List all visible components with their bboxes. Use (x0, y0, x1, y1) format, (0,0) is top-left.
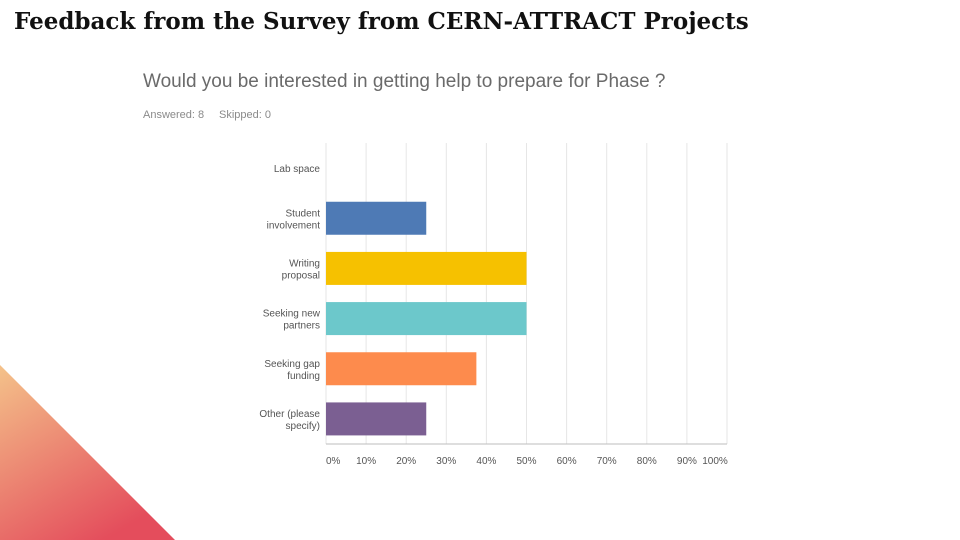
survey-question: Would you be interested in getting help … (143, 71, 666, 92)
category-label: involvement (267, 220, 321, 231)
slide-title: Feedback from the Survey from CERN-ATTRA… (14, 8, 749, 35)
skipped-count: Skipped: 0 (219, 109, 271, 121)
bar-3 (326, 302, 527, 336)
category-label: partners (283, 321, 320, 332)
category-label: funding (287, 371, 320, 382)
category-label: Student (286, 208, 321, 219)
x-tick-label: 80% (637, 456, 657, 467)
bar-4 (326, 352, 477, 386)
x-tick-label: 50% (516, 456, 536, 467)
category-label: Seeking gap (264, 359, 320, 370)
x-tick-label: 90% (677, 456, 697, 467)
x-tick-label: 70% (597, 456, 617, 467)
x-tick-label: 30% (436, 456, 456, 467)
answered-count: Answered: 8 (143, 109, 205, 121)
category-label: Seeking new (263, 309, 321, 320)
x-tick-label: 100% (702, 456, 728, 467)
category-label: Writing (289, 258, 320, 269)
x-tick-label: 60% (557, 456, 577, 467)
bar-2 (326, 251, 527, 285)
x-tick-label: 10% (356, 456, 376, 467)
bar-5 (326, 402, 427, 436)
x-tick-label: 40% (476, 456, 496, 467)
x-tick-label: 0% (326, 456, 341, 467)
category-label: proposal (282, 270, 320, 281)
x-tick-label: 20% (396, 456, 416, 467)
category-label: Other (please (259, 409, 320, 420)
category-label: Lab space (274, 164, 321, 175)
decorative-corner-triangle (0, 365, 175, 540)
category-label: specify) (286, 421, 320, 432)
bar-1 (326, 201, 427, 235)
